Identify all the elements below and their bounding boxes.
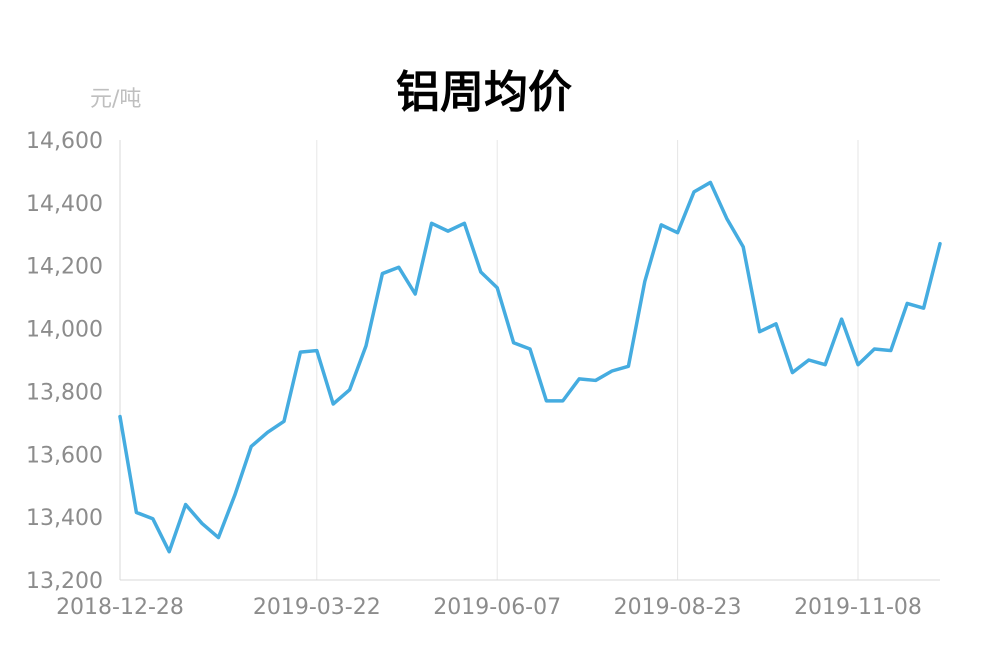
- data-point: [544, 399, 548, 403]
- data-point: [643, 279, 647, 283]
- y-tick-label: 14,000: [26, 318, 103, 343]
- y-tick-label: 13,600: [26, 443, 103, 468]
- data-point: [840, 317, 844, 321]
- data-point: [758, 330, 762, 334]
- data-point: [298, 350, 302, 354]
- data-point: [725, 217, 729, 221]
- data-point: [708, 180, 712, 184]
- y-axis-ticks: 13,200 13,400 13,600 13,800 14,000 14,200 14,4…: [26, 129, 103, 594]
- data-point: [184, 503, 188, 507]
- gridlines: [316, 140, 859, 580]
- data-point: [692, 190, 696, 194]
- data-point: [823, 363, 827, 367]
- data-point: [479, 270, 483, 274]
- data-point: [348, 388, 352, 392]
- chart-title: 铝周均价: [396, 67, 572, 118]
- data-point: [922, 306, 926, 310]
- x-tick-label: 2019-06-07: [433, 595, 561, 620]
- data-point: [856, 363, 860, 367]
- y-tick-label: 13,200: [26, 569, 103, 594]
- y-tick-label: 14,200: [26, 255, 103, 280]
- data-point: [430, 221, 434, 225]
- data-point: [626, 364, 630, 368]
- data-point: [315, 349, 319, 353]
- data-point: [216, 536, 220, 540]
- data-point: [331, 402, 335, 406]
- data-point: [889, 349, 893, 353]
- data-point: [790, 371, 794, 375]
- data-point: [364, 344, 368, 348]
- data-point: [233, 493, 237, 497]
- data-point: [528, 347, 532, 351]
- data-point: [938, 242, 942, 246]
- data-point: [741, 245, 745, 249]
- data-point: [512, 341, 516, 345]
- x-tick-label: 2019-11-08: [794, 595, 922, 620]
- data-point: [446, 229, 450, 233]
- x-axis-ticks: 2018-12-28 2019-03-22 2019-06-07 2019-08-23…: [56, 595, 922, 620]
- x-tick-label: 2019-03-22: [253, 595, 381, 620]
- data-point: [659, 223, 663, 227]
- data-point: [594, 378, 598, 382]
- data-point: [134, 510, 138, 514]
- x-tick-label: 2019-08-23: [614, 595, 742, 620]
- y-axis-unit: 元/吨: [90, 87, 141, 112]
- data-point: [118, 415, 122, 419]
- data-point: [380, 272, 384, 276]
- data-point: [282, 419, 286, 423]
- data-point: [167, 550, 171, 554]
- data-point: [266, 430, 270, 434]
- x-tick-label: 2018-12-28: [56, 595, 184, 620]
- data-point: [249, 444, 253, 448]
- y-tick-label: 13,800: [26, 380, 103, 405]
- data-point: [151, 517, 155, 521]
- data-point: [462, 221, 466, 225]
- y-tick-label: 14,600: [26, 129, 103, 154]
- data-point: [774, 322, 778, 326]
- data-point: [872, 347, 876, 351]
- y-tick-label: 14,400: [26, 192, 103, 217]
- data-point: [561, 399, 565, 403]
- y-tick-label: 13,400: [26, 506, 103, 531]
- data-point: [610, 369, 614, 373]
- data-point: [495, 286, 499, 290]
- data-point: [905, 301, 909, 305]
- data-point: [413, 292, 417, 296]
- data-point: [676, 231, 680, 235]
- data-point: [807, 358, 811, 362]
- series-line: [118, 180, 942, 554]
- data-point: [397, 265, 401, 269]
- data-point: [577, 377, 581, 381]
- data-point: [200, 521, 204, 525]
- data-points: [118, 180, 942, 553]
